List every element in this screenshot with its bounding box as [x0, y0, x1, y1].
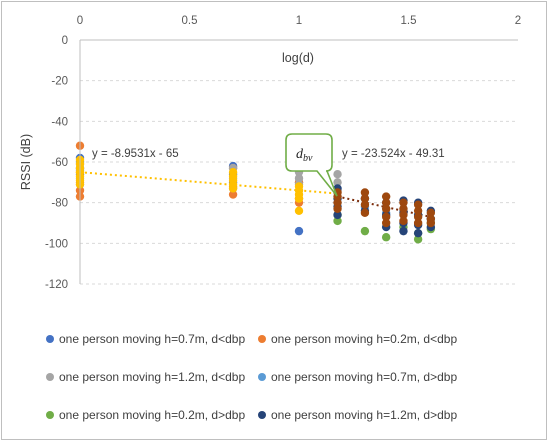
y-axis-title: RSSI (dB) [19, 134, 33, 190]
data-point [381, 204, 391, 213]
data-point [399, 210, 408, 220]
y-tick-label: -60 [51, 157, 68, 169]
data-point [399, 216, 408, 226]
data-point [294, 174, 304, 183]
data-point [399, 226, 408, 236]
x-tick-labels: 0 0.5 1 1.5 2 [77, 15, 521, 27]
legend-label: one person moving h=0.2m, d<dbp [271, 332, 457, 346]
data-point [360, 226, 370, 236]
data-point [426, 208, 436, 218]
data-point [228, 184, 238, 193]
callout-label: dbv [296, 147, 313, 164]
y-tick-labels: 0 -20 -40 -60 -80 -100 -120 [45, 35, 68, 291]
legend-label: one person moving h=0.7m, d>dbp [271, 370, 457, 384]
data-point [381, 198, 391, 207]
legend-label: one person moving h=0.2m, d>dbp [59, 408, 245, 422]
legend-label: one person moving h=1.2m, d<dbp [59, 370, 245, 384]
data-point [413, 218, 423, 228]
legend: one person moving h=0.7m, d<dbp one perso… [46, 332, 457, 422]
data-point [381, 212, 391, 222]
trendline-equation-2: y = -23.524x - 49.31 [342, 148, 445, 160]
legend-label: one person moving h=0.7m, d<dbp [59, 332, 245, 346]
data-point [333, 178, 342, 187]
data-point [360, 200, 370, 209]
data-point [333, 198, 342, 207]
legend-marker [46, 411, 54, 419]
x-tick-label: 0 [77, 15, 83, 27]
y-tick-label: -40 [51, 116, 68, 128]
x-tick-label: 1.5 [401, 15, 417, 27]
dbv-callout: dbv [285, 133, 338, 197]
trendlines [79, 171, 432, 218]
x-axis-title: log(d) [282, 51, 314, 65]
data-point [413, 200, 423, 209]
y-tick-label: -100 [45, 238, 68, 250]
trendline-equation-1: y = -8.9531x - 65 [92, 148, 179, 160]
y-tick-label: -20 [51, 76, 68, 88]
data-point [426, 218, 436, 228]
data-point [360, 208, 370, 218]
callout-box [285, 133, 338, 197]
y-tick-label: -120 [45, 279, 68, 291]
data-point [413, 235, 423, 244]
data-point [381, 218, 391, 228]
x-tick-label: 1 [296, 15, 302, 27]
trendline-1 [79, 171, 338, 195]
legend-marker [46, 373, 54, 381]
data-point [333, 216, 342, 226]
legend-marker [258, 335, 266, 343]
data-point [360, 188, 370, 197]
data-point [333, 204, 342, 213]
data-point [399, 198, 408, 207]
legend-marker [258, 411, 266, 419]
data-point [294, 226, 304, 236]
trendline-2 [337, 195, 432, 218]
data-point [381, 233, 391, 242]
data-point [399, 204, 408, 213]
x-tick-label: 0.5 [182, 15, 198, 27]
x-tick-label: 2 [515, 15, 521, 27]
legend-label: one person moving h=1.2m, d>dbp [271, 408, 457, 422]
data-point [381, 192, 391, 201]
data-point [413, 212, 423, 222]
data-point [294, 206, 304, 215]
y-tick-label: -80 [51, 198, 68, 210]
legend-marker [258, 373, 266, 381]
legend-marker [46, 335, 54, 343]
data-point [228, 190, 238, 199]
data-point [360, 194, 370, 203]
data-point [333, 170, 342, 179]
data-point [294, 194, 304, 203]
data-point [413, 228, 423, 238]
data-point [413, 206, 423, 215]
y-tick-label: 0 [62, 35, 68, 47]
data-point [333, 210, 342, 220]
